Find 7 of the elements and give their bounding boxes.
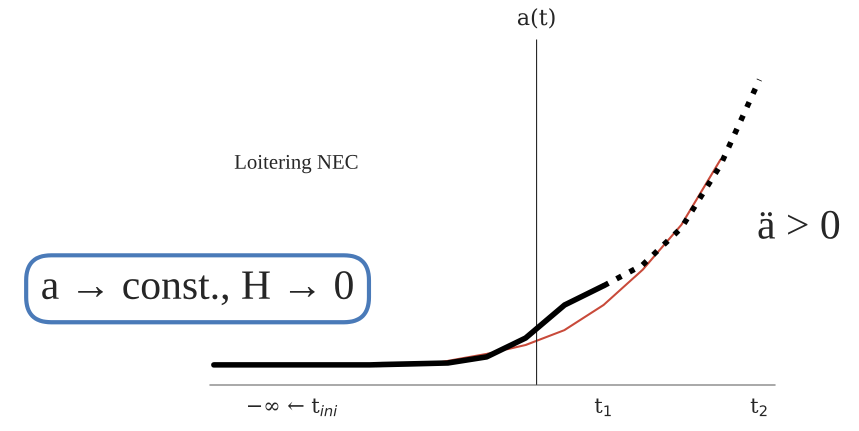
- x-tick-label: t$_{1}$: [594, 398, 611, 416]
- y-axis-title: a(t): [518, 8, 555, 28]
- x-tick-label: t$_{2}$: [750, 398, 767, 416]
- annotation: a → const., H → 0: [42, 271, 353, 306]
- x-tick-label: −∞ ← t$_{ini}$: [248, 398, 338, 416]
- annotation: ä > 0: [758, 210, 840, 239]
- annotation: Loitering NEC: [234, 154, 358, 174]
